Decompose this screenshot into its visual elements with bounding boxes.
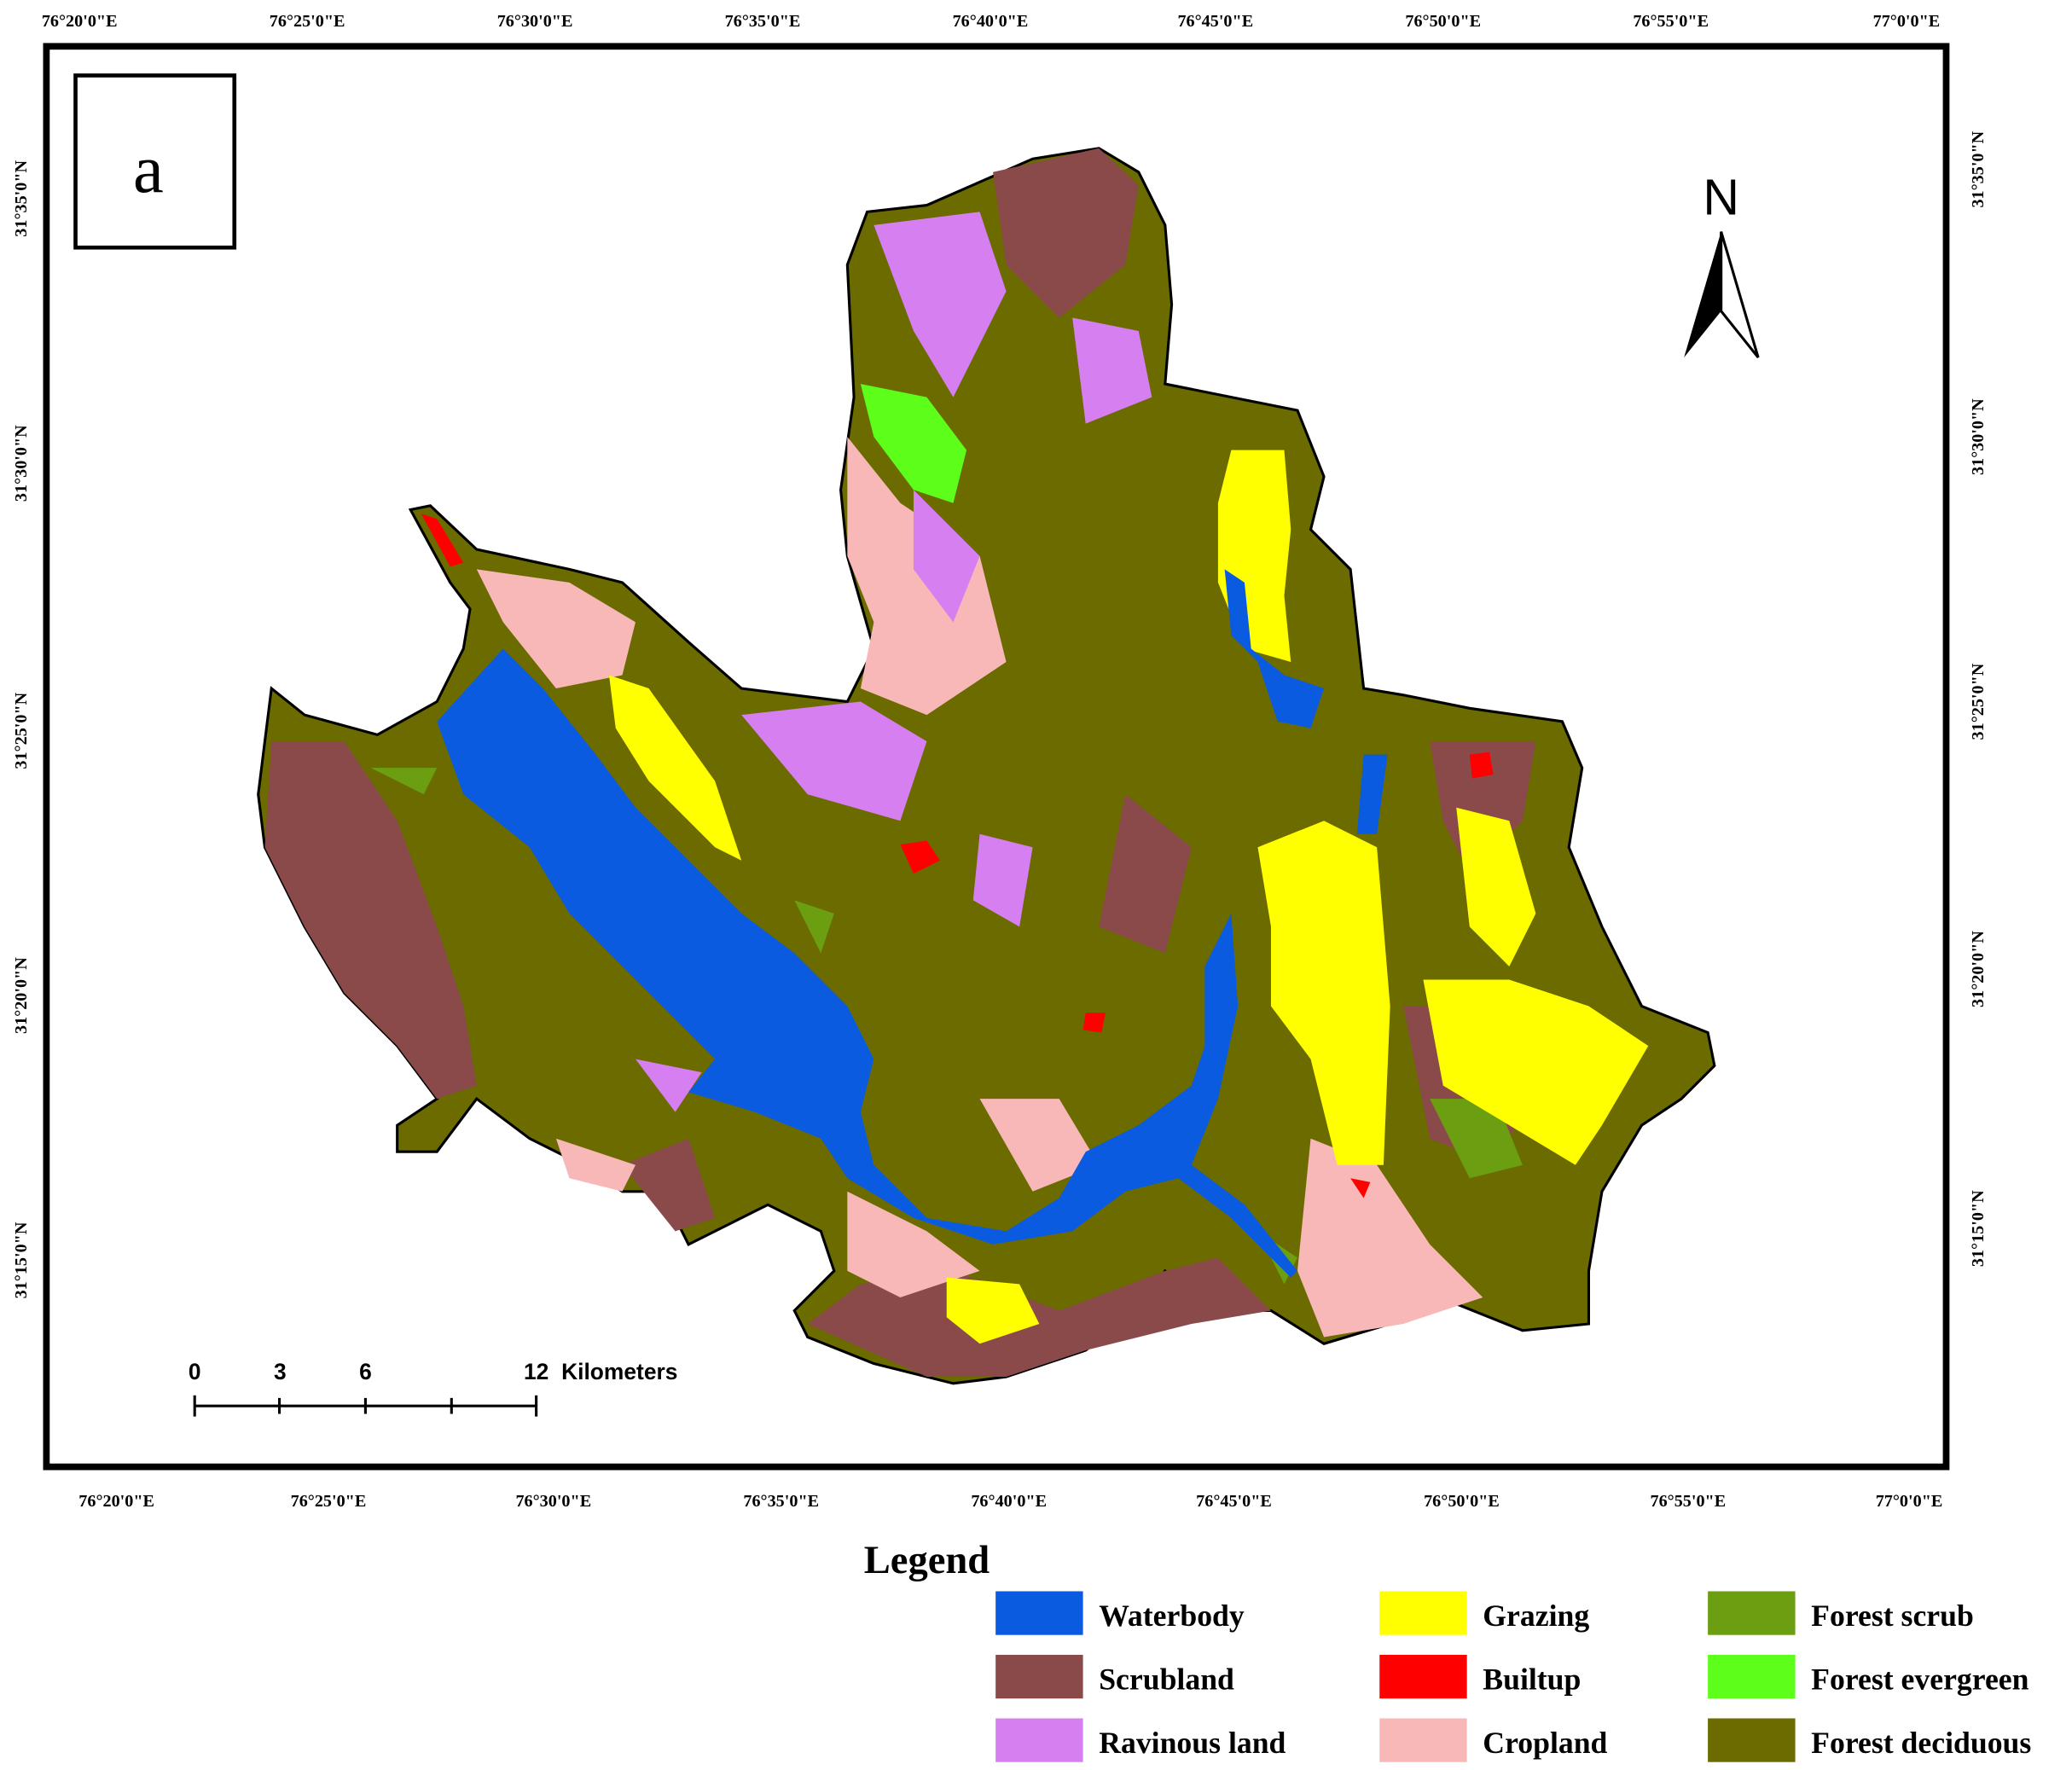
legend-label: Forest deciduous <box>1811 1726 2031 1760</box>
waterbody-area <box>437 569 1388 1278</box>
legend-label: Builtup <box>1483 1662 1581 1696</box>
left-coordinate-label: 31°25'0"N <box>12 692 31 769</box>
legend-swatch <box>1379 1654 1467 1699</box>
ravinous-land-area <box>636 212 1152 1112</box>
legend-swatch <box>1708 1654 1796 1699</box>
scale-tick-label: 0 <box>189 1359 201 1384</box>
legend-label: Ravinous land <box>1099 1726 1286 1760</box>
left-coordinate-label: 31°15'0"N <box>12 1222 31 1298</box>
scale-tick-label: 12 <box>524 1359 548 1384</box>
legend-swatch <box>1379 1718 1467 1762</box>
north-arrow-right <box>1720 231 1760 359</box>
map-area <box>257 147 1716 1385</box>
left-coordinate-label: 31°30'0"N <box>12 425 31 502</box>
legend-label: Forest evergreen <box>1811 1662 2028 1696</box>
top-coordinate-label: 76°20'0"E <box>42 12 118 31</box>
legend-swatch <box>995 1591 1083 1635</box>
panel-box <box>73 73 237 250</box>
legend-label: Scrubland <box>1099 1662 1234 1696</box>
top-coordinate-label: 77°0'0"E <box>1873 12 1941 31</box>
top-coordinate-label: 76°35'0"E <box>725 12 801 31</box>
bottom-coordinate-label: 76°45'0"E <box>1196 1492 1272 1511</box>
legend-swatch <box>995 1654 1083 1699</box>
north-arrow-left <box>1684 231 1721 358</box>
top-coordinate-label: 76°40'0"E <box>953 12 1029 31</box>
legend-swatch <box>995 1718 1083 1762</box>
right-coordinate-label: 31°15'0"N <box>1969 1190 1988 1267</box>
bottom-coordinate-label: 76°55'0"E <box>1651 1492 1727 1511</box>
legend-swatch <box>1708 1591 1796 1635</box>
bottom-coordinate-label: 76°35'0"E <box>743 1492 819 1511</box>
legend-swatch <box>1379 1591 1467 1635</box>
bottom-coordinate-label: 76°40'0"E <box>971 1492 1047 1511</box>
scale-unit: Kilometers <box>561 1359 677 1384</box>
panel-label: a <box>133 131 164 207</box>
scale-tick-label: 6 <box>359 1359 372 1384</box>
right-coordinate-label: 31°30'0"N <box>1969 398 1988 475</box>
bottom-coordinate-label: 76°30'0"E <box>515 1492 591 1511</box>
legend-label: Forest scrub <box>1811 1599 1974 1633</box>
top-coordinate-label: 76°25'0"E <box>270 12 345 31</box>
bottom-coordinate-label: 76°50'0"E <box>1424 1492 1500 1511</box>
bottom-coordinate-label: 76°25'0"E <box>291 1492 367 1511</box>
scale-bar <box>193 1395 538 1417</box>
bottom-coordinate-label: 77°0'0"E <box>1876 1492 1943 1511</box>
right-coordinate-label: 31°20'0"N <box>1969 931 1988 1007</box>
right-coordinate-label: 31°25'0"N <box>1969 663 1988 740</box>
top-coordinate-label: 76°30'0"E <box>497 12 573 31</box>
cropland-area <box>476 437 1483 1338</box>
bottom-coordinate-label: 76°20'0"E <box>78 1492 154 1511</box>
left-coordinate-label: 31°20'0"N <box>12 957 31 1034</box>
legend-label: Waterbody <box>1099 1599 1245 1633</box>
forest-evergreen-area <box>860 384 967 503</box>
top-coordinate-label: 76°45'0"E <box>1177 12 1253 31</box>
top-coordinate-label: 76°55'0"E <box>1633 12 1709 31</box>
legend-label: Cropland <box>1483 1726 1607 1760</box>
top-coordinate-label: 76°50'0"E <box>1405 12 1481 31</box>
legend-swatch <box>1708 1718 1796 1762</box>
right-coordinate-label: 31°35'0"N <box>1969 131 1988 207</box>
legend-title: Legend <box>864 1539 990 1582</box>
left-coordinate-label: 31°35'0"N <box>12 160 31 236</box>
scale-tick-label: 3 <box>274 1359 287 1384</box>
north-label: N <box>1703 170 1739 225</box>
legend-label: Grazing <box>1483 1599 1589 1633</box>
